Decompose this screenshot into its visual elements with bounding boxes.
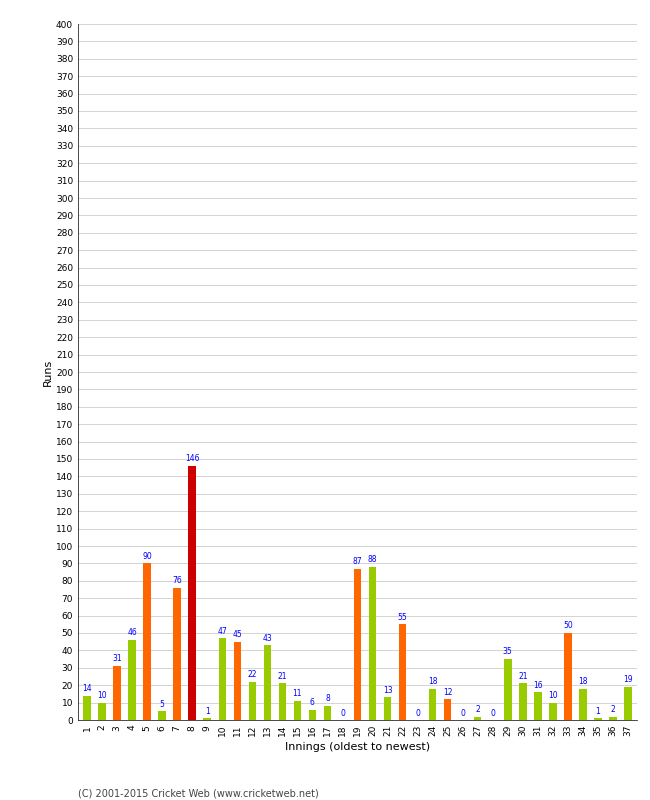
Text: 19: 19 [623, 675, 633, 684]
Bar [369, 567, 376, 720]
Text: 1: 1 [595, 706, 601, 716]
Bar [264, 645, 271, 720]
Bar [444, 699, 451, 720]
Text: 35: 35 [503, 647, 513, 657]
Bar [534, 692, 541, 720]
Text: 18: 18 [578, 677, 588, 686]
Text: 45: 45 [233, 630, 242, 639]
Bar [233, 642, 241, 720]
Text: 146: 146 [185, 454, 200, 463]
Text: 2: 2 [610, 705, 616, 714]
Text: 87: 87 [353, 557, 362, 566]
Text: 2: 2 [475, 705, 480, 714]
Bar [128, 640, 136, 720]
Text: 12: 12 [443, 687, 452, 697]
Bar [203, 718, 211, 720]
Text: 8: 8 [325, 694, 330, 703]
Bar [188, 466, 196, 720]
Text: 76: 76 [172, 576, 182, 585]
Bar [549, 702, 556, 720]
Bar [624, 687, 632, 720]
Text: 18: 18 [428, 677, 437, 686]
Bar [218, 638, 226, 720]
Bar [159, 711, 166, 720]
Text: 43: 43 [263, 634, 272, 642]
Text: 88: 88 [368, 555, 377, 564]
Text: 46: 46 [127, 628, 137, 638]
Bar [579, 689, 587, 720]
Text: 0: 0 [340, 710, 345, 718]
Bar [309, 710, 316, 720]
X-axis label: Innings (oldest to newest): Innings (oldest to newest) [285, 742, 430, 752]
Text: 0: 0 [460, 710, 465, 718]
Bar [474, 717, 482, 720]
Text: 10: 10 [548, 691, 558, 700]
Text: 1: 1 [205, 706, 209, 716]
Bar [324, 706, 332, 720]
Bar [519, 683, 526, 720]
Text: 13: 13 [383, 686, 393, 694]
Bar [294, 701, 301, 720]
Bar [609, 717, 617, 720]
Bar [384, 698, 391, 720]
Bar [174, 588, 181, 720]
Text: 50: 50 [563, 622, 573, 630]
Text: 16: 16 [533, 681, 543, 690]
Y-axis label: Runs: Runs [43, 358, 53, 386]
Bar [429, 689, 436, 720]
Text: 10: 10 [98, 691, 107, 700]
Bar [83, 696, 91, 720]
Text: 21: 21 [518, 672, 528, 681]
Text: 0: 0 [490, 710, 495, 718]
Text: 31: 31 [112, 654, 122, 663]
Text: (C) 2001-2015 Cricket Web (www.cricketweb.net): (C) 2001-2015 Cricket Web (www.cricketwe… [78, 788, 318, 798]
Text: 47: 47 [217, 626, 227, 636]
Text: 55: 55 [398, 613, 408, 622]
Bar [113, 666, 121, 720]
Text: 0: 0 [415, 710, 420, 718]
Bar [354, 569, 361, 720]
Bar [248, 682, 256, 720]
Bar [98, 702, 106, 720]
Text: 11: 11 [292, 690, 302, 698]
Bar [279, 683, 286, 720]
Bar [399, 624, 406, 720]
Text: 21: 21 [278, 672, 287, 681]
Bar [564, 633, 571, 720]
Text: 22: 22 [248, 670, 257, 679]
Text: 6: 6 [310, 698, 315, 707]
Text: 14: 14 [82, 684, 92, 693]
Bar [504, 659, 512, 720]
Text: 90: 90 [142, 552, 152, 561]
Bar [594, 718, 602, 720]
Text: 5: 5 [160, 700, 164, 709]
Bar [144, 563, 151, 720]
